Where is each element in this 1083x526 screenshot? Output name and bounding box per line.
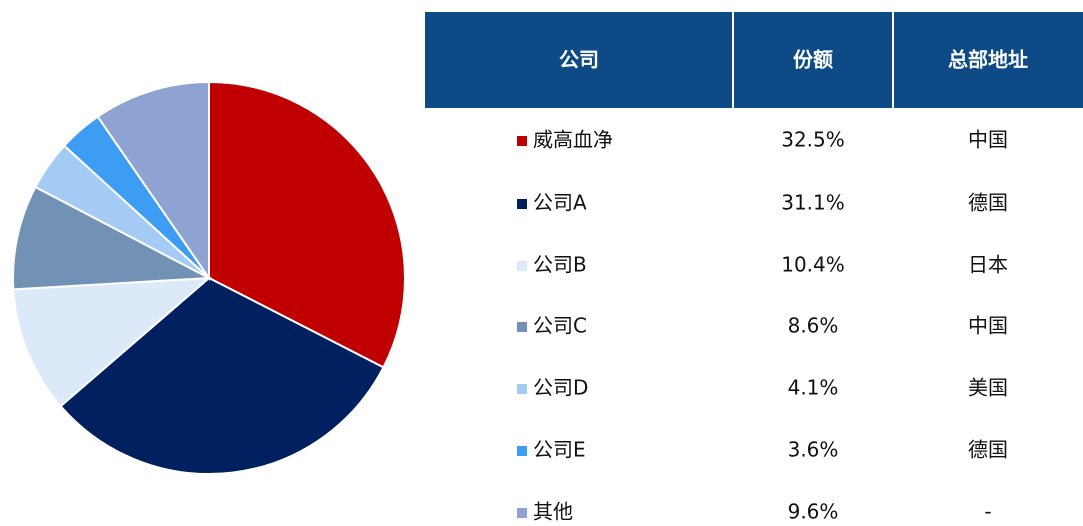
company-name: 公司B <box>533 253 587 277</box>
share-label: 10.4% <box>781 253 845 277</box>
pie-slice <box>96 80 210 282</box>
hq-label: - <box>984 500 991 524</box>
company-name: 公司D <box>533 376 588 400</box>
share-label: 32.5% <box>781 128 845 152</box>
legend-swatch <box>517 508 527 518</box>
share-label: 4.1% <box>788 376 839 400</box>
company-name: 公司E <box>533 438 586 462</box>
pie-slice <box>12 185 213 291</box>
legend-swatch <box>517 136 527 146</box>
legend-swatch <box>517 446 527 456</box>
legend-swatch <box>517 199 527 209</box>
share-label: 31.1% <box>781 191 845 215</box>
hq-label: 中国 <box>968 314 1008 338</box>
hq-label: 日本 <box>968 253 1008 277</box>
share-label: 3.6% <box>788 438 839 462</box>
share-label: 8.6% <box>788 314 839 338</box>
pie-slice <box>59 276 385 475</box>
header-cell: 总部地址 <box>948 48 1028 72</box>
header-cell: 份额 <box>793 48 833 72</box>
pie-slice <box>208 80 406 369</box>
legend-swatch <box>517 384 527 394</box>
hq-label: 德国 <box>968 438 1008 462</box>
hq-label: 德国 <box>968 191 1008 215</box>
share-label: 9.6% <box>788 500 839 524</box>
legend-swatch <box>517 261 527 271</box>
legend-swatch <box>517 322 527 332</box>
hq-label: 中国 <box>968 128 1008 152</box>
table-header <box>425 12 1083 108</box>
company-name: 公司C <box>533 314 587 338</box>
header-cell: 公司 <box>559 48 599 72</box>
pie-slice <box>12 276 212 408</box>
company-name: 威高血净 <box>533 128 613 152</box>
company-name: 公司A <box>533 191 587 215</box>
company-name: 其他 <box>533 500 573 524</box>
hq-label: 美国 <box>968 376 1008 400</box>
